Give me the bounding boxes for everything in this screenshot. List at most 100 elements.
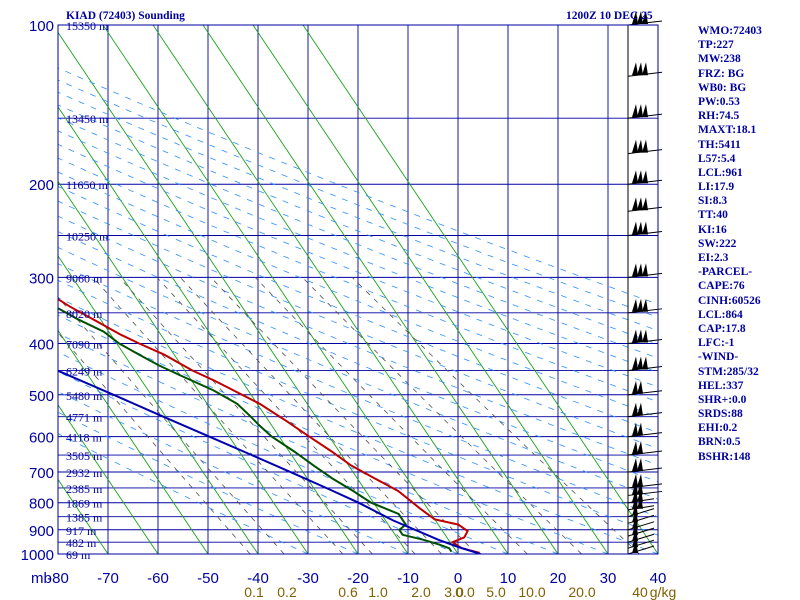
- mixing-ratio-line: [119, 277, 373, 554]
- pressure-tick-label: 300: [29, 270, 54, 287]
- height-label: 69 m: [66, 548, 91, 562]
- stat-item: -WIND-: [698, 351, 739, 364]
- stat-item: SRDS:88: [698, 408, 743, 421]
- dry-adiabat: [58, 171, 658, 418]
- temperature-tick-label: -10: [397, 570, 419, 587]
- wind-barb: [627, 422, 663, 438]
- stat-item: SHR+:0.0: [698, 393, 747, 406]
- pressure-tick-label: 800: [29, 496, 54, 513]
- dry-adiabat: [58, 104, 658, 345]
- wind-barb: [627, 170, 663, 185]
- parcel-trace: [58, 369, 481, 554]
- height-label: 11650 m: [66, 178, 109, 192]
- wind-barb: [627, 458, 663, 473]
- isotherm-line: [58, 106, 359, 554]
- mixing-ratio-label: g/kg: [650, 584, 676, 600]
- wind-barb: [627, 221, 663, 237]
- dry-adiabat: [58, 185, 658, 434]
- temperature-tick-label: -40: [247, 570, 269, 587]
- height-label: 15350 m: [66, 19, 109, 33]
- height-label: 1869 m: [66, 497, 103, 511]
- stat-item: MW:238: [698, 53, 741, 66]
- temperature-tick-label: 0: [454, 570, 462, 587]
- isotherm-line: [302, 25, 658, 554]
- isotherm-line: [58, 180, 309, 554]
- dry-adiabat: [58, 215, 658, 466]
- height-label: 9060 m: [66, 271, 103, 285]
- stat-item: LCL:864: [698, 308, 743, 321]
- pressure-unit-label: mb: [31, 570, 52, 587]
- wind-barb: [627, 473, 663, 489]
- height-label: 8020 m: [66, 307, 103, 321]
- stat-item: RH:74.5: [698, 110, 740, 123]
- height-label: 3505 m: [66, 449, 103, 463]
- wind-barb: [627, 380, 663, 396]
- isotherm-line: [58, 329, 209, 554]
- dry-adiabat: [58, 130, 658, 373]
- dewpoint-trace: [58, 307, 453, 553]
- dry-adiabat: [58, 246, 658, 500]
- dry-adiabat: [58, 157, 658, 403]
- pressure-tick-label: 700: [29, 465, 54, 482]
- stat-item: WB0: BG: [698, 81, 747, 94]
- height-label: 6249 m: [66, 365, 103, 379]
- wind-barb: [627, 329, 663, 344]
- wind-barb: [627, 402, 663, 418]
- stats-panel: WMO:72403 TP:227 MW:238 FRZ: BG WB0: BG PW:0.…: [698, 24, 798, 464]
- chart-title: KIAD (72403) Sounding: [66, 10, 185, 22]
- pressure-tick-label: 1000: [21, 547, 54, 564]
- mixing-ratio-label: 5.0: [486, 584, 506, 600]
- stat-item: EI:2.3: [698, 252, 729, 264]
- dry-adiabat: [58, 351, 509, 554]
- dry-adiabat: [58, 79, 658, 318]
- mixing-ratio-line: [58, 296, 285, 554]
- height-label: 917 m: [66, 524, 97, 538]
- temperature-trace: [58, 297, 480, 554]
- height-label: 1385 m: [66, 511, 103, 525]
- temperature-tick-label: 20: [550, 570, 567, 587]
- stat-item: WMO:72403: [698, 25, 762, 37]
- height-label: 2385 m: [66, 482, 103, 496]
- pressure-tick-label: 900: [29, 523, 54, 540]
- mixing-ratio-label: 2.0: [411, 584, 431, 600]
- mixing-ratio-line: [351, 277, 640, 554]
- height-label: 482 m: [66, 536, 97, 550]
- temperature-tick-label: 30: [600, 570, 617, 587]
- dry-adiabat: [58, 117, 658, 359]
- wind-barb: [627, 298, 663, 314]
- mixing-ratio-line: [156, 277, 416, 554]
- stat-item: BSHR:148: [698, 450, 751, 463]
- stat-item: TP:227: [698, 39, 734, 52]
- mixing-ratio-label: 0.1: [244, 584, 264, 600]
- wind-barb: [627, 263, 663, 278]
- mixing-ratio-label: 0.2: [277, 584, 297, 600]
- temperature-tick-label: 10: [500, 570, 517, 587]
- pressure-tick-label: 400: [29, 336, 54, 353]
- dry-adiabat: [58, 263, 658, 518]
- mixing-ratio-line: [254, 277, 528, 554]
- mixing-ratio-label: 10.0: [518, 584, 545, 600]
- temperature-tick-label: -30: [297, 570, 319, 587]
- pressure-tick-label: 500: [29, 388, 54, 405]
- dry-adiabat: [58, 297, 658, 554]
- dry-adiabat: [58, 391, 409, 554]
- stat-item: BRN:0.5: [698, 436, 741, 449]
- mixing-ratio-label: 0.6: [338, 584, 358, 600]
- stat-item: TH:5411: [698, 138, 741, 151]
- mixing-ratio-line: [58, 332, 251, 554]
- temperature-tick-label: -60: [147, 570, 169, 587]
- wind-barbs: [627, 11, 663, 555]
- isotherm-line: [58, 404, 159, 554]
- mixing-ratio-label: 40: [632, 584, 648, 600]
- stat-item: FRZ: BG: [698, 67, 745, 80]
- mixing-ratio-label: 3.0: [444, 584, 464, 600]
- isotherm-line: [102, 25, 459, 554]
- stat-item: EHI:0.2: [698, 422, 738, 435]
- height-label: 5480 m: [66, 389, 103, 403]
- stat-item: HEL:337: [698, 379, 744, 392]
- wind-barb: [627, 441, 663, 456]
- height-label: 7090 m: [66, 337, 103, 351]
- isotherm-line: [202, 25, 559, 554]
